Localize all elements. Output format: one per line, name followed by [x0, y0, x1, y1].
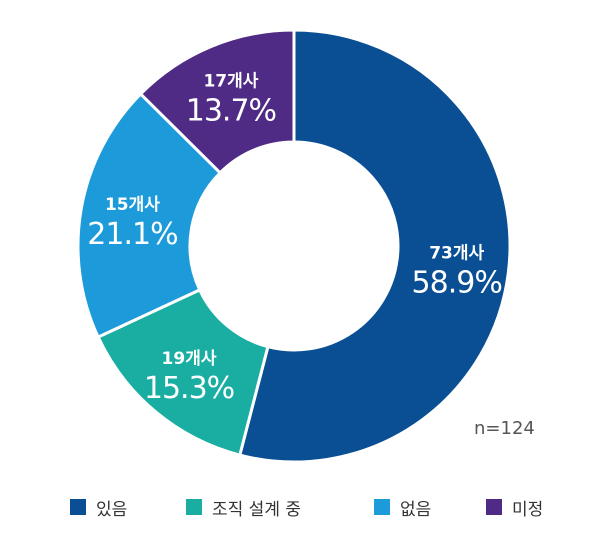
donut-slice-undecided — [138, 28, 296, 175]
legend-label-none: 없음 — [400, 499, 432, 520]
slice-count-label-yes: 73개사 — [429, 244, 484, 264]
slice-percent-label-undecided: 13.7% — [186, 94, 276, 129]
slice-count-label-in-design: 19개사 — [162, 349, 217, 369]
legend-item-none: 없음 — [374, 494, 431, 520]
legend-label-undecided: 미정 — [512, 499, 544, 520]
slice-percent-label-in-design: 15.3% — [144, 371, 234, 406]
slice-percent-label-yes: 58.9% — [412, 266, 502, 301]
legend-swatch-yes — [70, 499, 86, 515]
legend-swatch-undecided — [486, 499, 502, 515]
legend-label-in-design: 조직 설계 중 — [212, 499, 302, 520]
slice-count-label-undecided: 17개사 — [203, 72, 258, 92]
legend-swatch-none — [374, 499, 390, 515]
legend: 있음 조직 설계 중 없음 미정 — [0, 494, 594, 520]
donut-slice-none — [76, 91, 223, 340]
donut-slice-yes — [237, 28, 512, 464]
donut-slice-in-design — [96, 287, 270, 457]
slice-count-label-none: 15개사 — [105, 195, 160, 215]
slice-percent-label-none: 21.1% — [87, 217, 177, 252]
legend-item-yes: 있음 — [70, 494, 127, 520]
legend-swatch-in-design — [186, 499, 202, 515]
legend-item-in-design: 조직 설계 중 — [186, 494, 301, 520]
sample-size-note: n=124 — [474, 418, 535, 439]
legend-label-yes: 있음 — [96, 499, 128, 520]
legend-item-undecided: 미정 — [486, 494, 543, 520]
